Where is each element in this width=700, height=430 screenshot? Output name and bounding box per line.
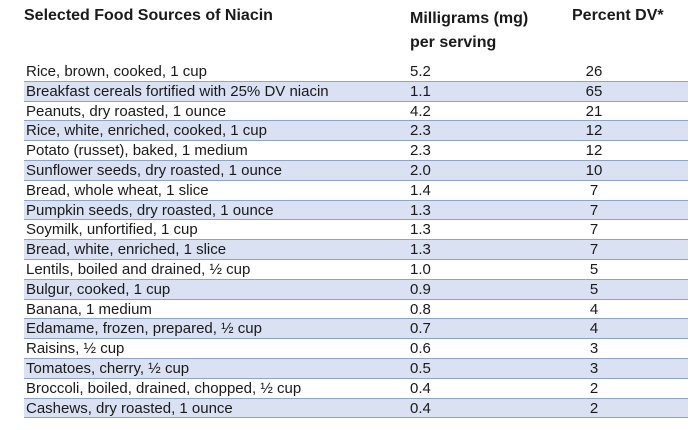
table-row: Peanuts, dry roasted, 1 ounce 4.2 21 — [24, 102, 688, 122]
percent-dv-cell: 4 — [589, 300, 599, 318]
food-name-cell: Raisins, ½ cup — [26, 340, 125, 358]
milligrams-cell: 1.1 — [410, 82, 431, 100]
milligrams-cell: 4.2 — [410, 102, 431, 120]
food-name-cell: Soymilk, unfortified, 1 cup — [26, 221, 198, 239]
milligrams-cell: 0.5 — [410, 359, 431, 377]
milligrams-cell: 0.8 — [410, 300, 431, 318]
percent-dv-cell: 3 — [589, 340, 599, 358]
food-name-cell: Banana, 1 medium — [26, 300, 152, 318]
milligrams-cell: 1.3 — [410, 241, 431, 259]
header-food-sources: Selected Food Sources of Niacin — [24, 7, 273, 24]
table-row: Rice, brown, cooked, 1 cup 5.2 26 — [24, 62, 688, 82]
food-name-cell: Bread, whole wheat, 1 slice — [26, 181, 209, 199]
table-row: Lentils, boiled and drained, ½ cup 1.0 5 — [24, 260, 688, 280]
table-row: Raisins, ½ cup 0.6 3 — [24, 339, 688, 359]
percent-dv-cell: 7 — [589, 201, 599, 219]
table-row: Broccoli, boiled, drained, chopped, ½ cu… — [24, 379, 688, 399]
milligrams-cell: 1.3 — [410, 221, 431, 239]
milligrams-cell: 1.4 — [410, 181, 431, 199]
food-name-cell: Pumpkin seeds, dry roasted, 1 ounce — [26, 201, 274, 219]
food-name-cell: Tomatoes, cherry, ½ cup — [26, 359, 190, 377]
milligrams-cell: 0.4 — [410, 379, 431, 397]
table-row: Cashews, dry roasted, 1 ounce 0.4 2 — [24, 398, 688, 419]
food-name-cell: Edamame, frozen, prepared, ½ cup — [26, 320, 262, 338]
milligrams-cell: 5.2 — [410, 63, 431, 80]
percent-dv-cell: 12 — [585, 142, 603, 160]
percent-dv-cell: 65 — [585, 82, 603, 100]
percent-dv-cell: 5 — [589, 260, 599, 278]
header-milligrams-line1: Milligrams (mg) — [410, 10, 529, 27]
milligrams-cell: 2.0 — [410, 161, 431, 179]
table-row: Potato (russet), baked, 1 medium 2.3 12 — [24, 141, 688, 161]
header-milligrams-line2: per serving — [410, 34, 497, 51]
table-row: Bulgur, cooked, 1 cup 0.9 5 — [24, 279, 688, 300]
percent-dv-cell: 7 — [589, 221, 599, 239]
table-row: Rice, white, enriched, cooked, 1 cup 2.3 1… — [24, 121, 688, 142]
percent-dv-cell: 5 — [589, 280, 599, 298]
percent-dv-cell: 7 — [589, 181, 599, 199]
food-name-cell: Rice, white, enriched, cooked, 1 cup — [26, 122, 267, 140]
percent-dv-cell: 12 — [585, 122, 603, 140]
milligrams-cell: 2.3 — [410, 142, 431, 160]
milligrams-cell: 1.0 — [410, 260, 431, 278]
header-milligrams: Milligrams (mg) per serving — [410, 7, 528, 55]
percent-dv-cell: 10 — [585, 161, 603, 179]
milligrams-cell: 1.3 — [410, 201, 431, 219]
table-header: Selected Food Sources of Niacin Milligra… — [0, 0, 700, 60]
food-name-cell: Broccoli, boiled, drained, chopped, ½ cu… — [26, 379, 302, 397]
food-name-cell: Cashews, dry roasted, 1 ounce — [26, 399, 233, 417]
table-row: Bread, white, enriched, 1 slice 1.3 7 — [24, 240, 688, 260]
milligrams-cell: 0.9 — [410, 280, 431, 298]
milligrams-cell: 0.6 — [410, 340, 431, 358]
milligrams-cell: 0.7 — [410, 320, 431, 338]
food-name-cell: Rice, brown, cooked, 1 cup — [26, 63, 207, 80]
percent-dv-cell: 21 — [585, 102, 603, 120]
table-row: Breakfast cereals fortified with 25% DV … — [24, 81, 688, 102]
table-row: Edamame, frozen, prepared, ½ cup 0.7 4 — [24, 319, 688, 340]
table-row: Soymilk, unfortified, 1 cup 1.3 7 — [24, 220, 688, 241]
percent-dv-cell: 7 — [589, 241, 599, 259]
percent-dv-cell: 2 — [589, 399, 599, 417]
food-name-cell: Potato (russet), baked, 1 medium — [26, 142, 248, 160]
percent-dv-cell: 4 — [589, 320, 599, 338]
food-name-cell: Bread, white, enriched, 1 slice — [26, 241, 227, 259]
table-row: Sunflower seeds, dry roasted, 1 ounce 2.0… — [24, 160, 688, 181]
food-name-cell: Lentils, boiled and drained, ½ cup — [26, 260, 251, 278]
percent-dv-cell: 2 — [589, 379, 599, 397]
table-row: Banana, 1 medium 0.8 4 — [24, 300, 688, 320]
food-name-cell: Bulgur, cooked, 1 cup — [26, 280, 171, 298]
milligrams-cell: 0.4 — [410, 399, 431, 417]
food-name-cell: Breakfast cereals fortified with 25% DV … — [26, 82, 329, 100]
milligrams-cell: 2.3 — [410, 122, 431, 140]
food-name-cell: Peanuts, dry roasted, 1 ounce — [26, 102, 227, 120]
niacin-table: Rice, brown, cooked, 1 cup 5.2 26 Breakfast… — [24, 62, 688, 419]
table-row: Pumpkin seeds, dry roasted, 1 ounce 1.3 7 — [24, 200, 688, 221]
percent-dv-cell: 26 — [585, 63, 603, 80]
header-percent-dv: Percent DV* — [572, 7, 664, 24]
percent-dv-cell: 3 — [589, 359, 599, 377]
table-row: Tomatoes, cherry, ½ cup 0.5 3 — [24, 358, 688, 379]
food-name-cell: Sunflower seeds, dry roasted, 1 ounce — [26, 161, 282, 179]
table-row: Bread, whole wheat, 1 slice 1.4 7 — [24, 181, 688, 201]
